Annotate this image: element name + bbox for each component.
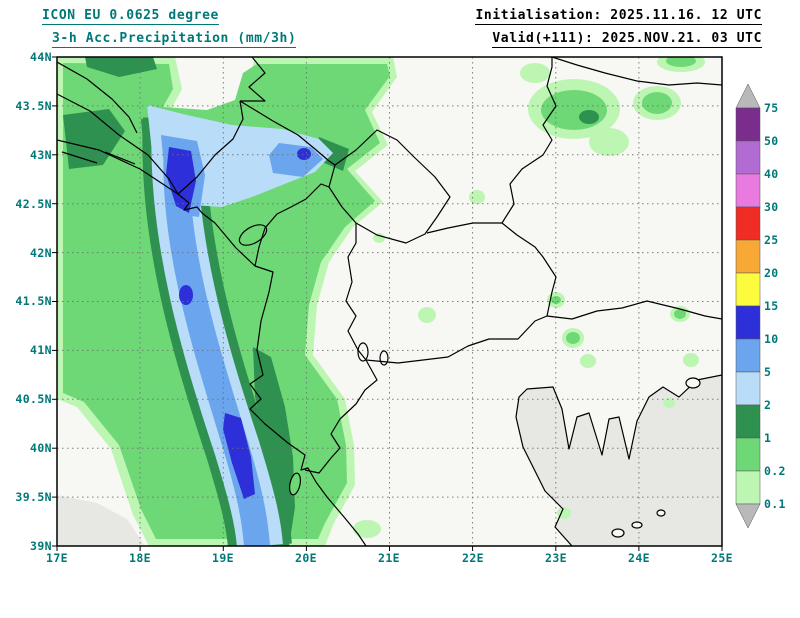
- colorbar-segment: [735, 140, 761, 175]
- colorbar-segment: [735, 371, 761, 406]
- y-tick-label: 41N: [30, 343, 52, 357]
- colorbar-segment: [735, 272, 761, 307]
- colorbar-value-label: 50: [764, 134, 779, 148]
- border-kosovo: [328, 129, 451, 244]
- sea-layer: [57, 375, 722, 546]
- colorbar-segment: [735, 206, 761, 241]
- border-macedonia-greece: [365, 315, 548, 364]
- croatian-islands: [61, 151, 136, 165]
- x-tick-label: 22E: [462, 551, 484, 565]
- x-tick-label: 24E: [628, 551, 650, 565]
- axis-ticks: [52, 56, 723, 551]
- borders-layer: [57, 57, 722, 546]
- y-tick-label: 43.5N: [15, 99, 52, 113]
- lake-ohrid: [357, 342, 369, 362]
- y-tick-label: 43N: [30, 148, 52, 162]
- island-corfu: [289, 472, 301, 496]
- colorbar-value-label: 15: [764, 299, 779, 313]
- island-sporades-1: [611, 528, 625, 538]
- lake-shkodra: [238, 224, 268, 246]
- colorbar-value-label: 0.1: [764, 497, 786, 511]
- colorbar-segment: [735, 107, 761, 142]
- model-title: ICON EU 0.0625 degree: [42, 8, 219, 25]
- colorbar-value-label: 75: [764, 101, 779, 115]
- aegean-coastline: [515, 374, 722, 546]
- border-albania-greece: [304, 359, 378, 474]
- border-serbia-bulgaria: [501, 57, 557, 224]
- colorbar-value-label: 2: [764, 398, 772, 412]
- colorbar-value-label: 0.2: [764, 464, 786, 478]
- y-tick-label: 40.5N: [15, 392, 52, 406]
- colorbar-segment: [735, 173, 761, 208]
- colorbar-segment: [735, 470, 761, 505]
- border-albania-macedonia: [345, 223, 367, 361]
- colorbar-value-label: 40: [764, 167, 779, 181]
- x-tick-label: 23E: [545, 551, 567, 565]
- x-tick-label: 19E: [212, 551, 234, 565]
- precip-layer-10: [166, 147, 311, 499]
- border-bih-montenegro: [177, 100, 244, 195]
- colorbar-value-label: 5: [764, 365, 772, 379]
- colorbar-segment: [735, 338, 761, 373]
- border-serbia-bih: [240, 57, 266, 102]
- y-tick-label: 40N: [30, 441, 52, 455]
- colorbar-value-label: 20: [764, 266, 779, 280]
- border-danube: [551, 57, 722, 86]
- border-montenegro-albania: [254, 183, 330, 267]
- colorbar-segment: [735, 404, 761, 439]
- colorbar-segments: [735, 107, 761, 505]
- colorbar-segment: [735, 437, 761, 472]
- colorbar-value-label: 10: [764, 332, 779, 346]
- valid-time: Valid(+111): 2025.NOV.21. 03 UTC: [492, 31, 762, 48]
- product-title: 3-h Acc.Precipitation (mm/3h): [52, 31, 297, 48]
- precipitation-map: [52, 56, 723, 551]
- grid-layer: [57, 57, 722, 546]
- island-sporades-3: [656, 509, 666, 517]
- colorbar: [735, 83, 761, 529]
- x-tick-label: 18E: [129, 551, 151, 565]
- y-tick-label: 39N: [30, 539, 52, 553]
- x-tick-label: 25E: [711, 551, 733, 565]
- lake-prespa: [379, 350, 389, 366]
- x-tick-label: 21E: [378, 551, 400, 565]
- border-macedonia-serbia: [426, 222, 502, 234]
- x-tick-label: 17E: [46, 551, 68, 565]
- x-tick-label: 20E: [295, 551, 317, 565]
- island-thasos: [685, 377, 701, 389]
- adriatic-coastline: [57, 139, 367, 546]
- y-tick-label: 41.5N: [15, 294, 52, 308]
- border-nw: [57, 61, 138, 134]
- y-tick-label: 42N: [30, 246, 52, 260]
- colorbar-segment: [735, 305, 761, 340]
- border-montenegro-serbia: [239, 100, 336, 166]
- border-bulgaria-greece: [546, 300, 722, 320]
- colorbar-segment: [735, 239, 761, 274]
- colorbar-value-label: 30: [764, 200, 779, 214]
- init-time: Initialisation: 2025.11.16. 12 UTC: [475, 8, 762, 25]
- colorbar-value-label: 1: [764, 431, 772, 445]
- y-tick-label: 42.5N: [15, 197, 52, 211]
- island-sporades-2: [631, 521, 643, 529]
- map-frame: [56, 56, 723, 547]
- y-tick-label: 44N: [30, 50, 52, 64]
- colorbar-down-arrow: [735, 503, 761, 529]
- border-croatia-bih: [57, 93, 179, 195]
- colorbar-value-label: 25: [764, 233, 779, 247]
- y-tick-label: 39.5N: [15, 490, 52, 504]
- border-macedonia-bulgaria: [501, 222, 557, 317]
- colorbar-up-arrow: [735, 83, 761, 109]
